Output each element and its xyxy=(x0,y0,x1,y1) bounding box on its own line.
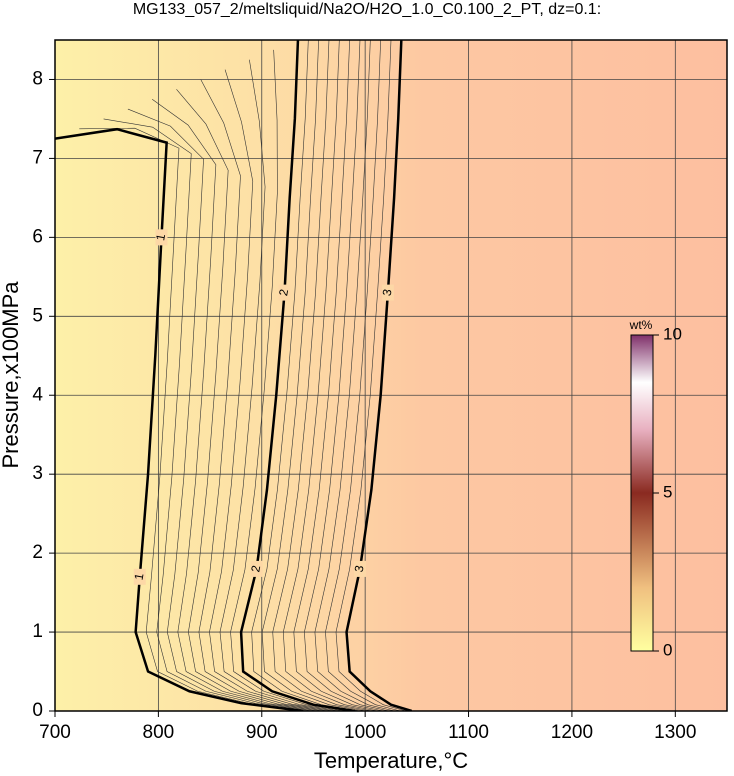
contour-label-bg xyxy=(133,568,146,585)
contour-label-bg xyxy=(278,284,291,301)
colorbar-tick-label: 5 xyxy=(663,482,672,501)
minor-contour xyxy=(152,98,324,711)
contour-label: 1 xyxy=(153,232,168,241)
x-axis-label: Temperature,°C xyxy=(314,748,468,773)
minor-contour xyxy=(261,40,367,711)
colorbar-label: wt% xyxy=(629,318,653,332)
minor-contour xyxy=(251,40,361,711)
colorbar xyxy=(630,334,654,652)
minor-contour xyxy=(325,40,401,711)
x-tick-label: 700 xyxy=(39,722,71,743)
y-tick-label: 7 xyxy=(32,147,43,168)
y-tick-label: 0 xyxy=(32,700,43,721)
minor-contour xyxy=(293,40,384,711)
x-tick-label: 1300 xyxy=(654,722,696,743)
minor-contour xyxy=(79,127,309,711)
x-tick-label: 1000 xyxy=(344,722,386,743)
contour-label-bg xyxy=(155,229,168,246)
contour-label: 3 xyxy=(380,288,395,297)
x-tick-label: 800 xyxy=(143,722,175,743)
y-tick-label: 3 xyxy=(32,463,43,484)
minor-contour xyxy=(219,59,345,711)
y-tick-label: 1 xyxy=(32,621,43,642)
y-tick-label: 8 xyxy=(32,68,43,89)
contour-line xyxy=(55,127,304,711)
x-tick-label: 900 xyxy=(246,722,278,743)
y-axis-label: Pressure,x100MPa xyxy=(0,281,23,469)
y-tick-label: 4 xyxy=(32,384,43,405)
colorbar-tick-label: 0 xyxy=(663,640,672,659)
x-tick-label: 1100 xyxy=(448,722,489,743)
plot-area: 1 1 2 2 3 3 xyxy=(55,40,727,711)
minor-contour xyxy=(314,40,395,711)
minor-contour xyxy=(272,40,372,711)
contour-label: 2 xyxy=(276,288,291,297)
minor-contour xyxy=(230,49,350,711)
minor-contour xyxy=(335,40,407,711)
x-tick-label: 1200 xyxy=(551,722,593,743)
chart-title: MG133_057_2/meltsliquid/Na2O/H2O_1.0_C0.… xyxy=(133,1,601,18)
contour-label-bg xyxy=(381,284,394,301)
colorbar-tick-label: 10 xyxy=(663,324,682,343)
y-tick-label: 5 xyxy=(32,305,43,326)
minor-contour xyxy=(176,89,330,711)
minor-contour xyxy=(103,118,314,711)
minor-contour xyxy=(282,40,378,711)
minor-contour xyxy=(304,40,389,711)
contour-label: 2 xyxy=(248,564,263,573)
contour-label: 3 xyxy=(352,564,367,573)
minor-contour xyxy=(209,69,340,711)
y-tick-label: 6 xyxy=(32,226,43,247)
plot-frame xyxy=(54,39,728,712)
contour-label-bg xyxy=(353,560,366,577)
contour-label-bg xyxy=(250,560,263,577)
contour-line xyxy=(345,40,413,711)
y-tick-label: 2 xyxy=(32,542,43,563)
contour-label: 1 xyxy=(131,572,146,581)
minor-contour xyxy=(198,79,335,711)
contour-line xyxy=(239,40,356,711)
minor-contour xyxy=(127,108,319,711)
